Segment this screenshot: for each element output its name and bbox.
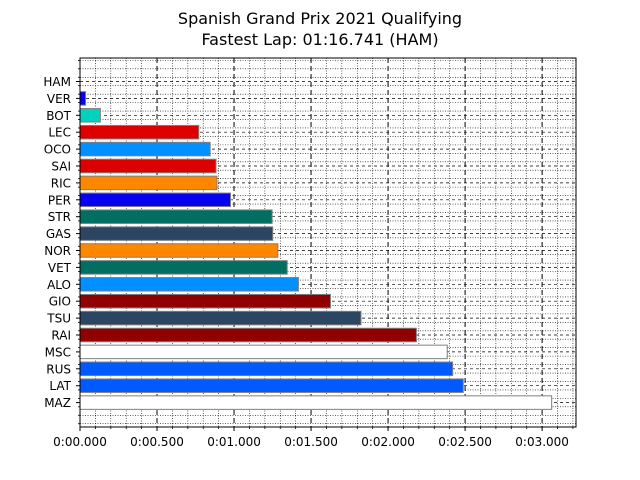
y-tick-label-tsu: TSU: [46, 312, 71, 326]
bar-per: [79, 192, 231, 208]
y-tick-label-gio: GIO: [49, 295, 71, 309]
y-tick-label-vet: VET: [48, 261, 72, 275]
y-tick-label-rai: RAI: [51, 329, 71, 343]
bar-gio: [79, 293, 331, 309]
bar-vet: [79, 260, 288, 275]
bar-sai: [79, 158, 217, 174]
y-tick-label-lat: LAT: [49, 379, 71, 393]
bar-rus: [79, 361, 454, 377]
y-tick-label-msc: MSC: [45, 345, 71, 359]
x-tick-label: 0:02.000: [361, 435, 415, 449]
x-tick-label: 0:01.000: [207, 435, 261, 449]
bar-bot: [79, 108, 101, 123]
bar-ric: [79, 175, 218, 191]
y-tick-label-nor: NOR: [44, 244, 71, 258]
x-tick-label: 0:02.500: [438, 435, 492, 449]
bar-msc: [79, 344, 448, 360]
bar-alo: [79, 277, 299, 292]
y-tick-label-lec: LEC: [48, 126, 71, 140]
chart-subtitle: Fastest Lap: 01:16.741 (HAM): [201, 30, 438, 49]
chart-title: Spanish Grand Prix 2021 Qualifying: [178, 9, 462, 28]
bar-lec: [79, 124, 200, 140]
y-tick-label-ver: VER: [47, 92, 71, 106]
y-tick-label-maz: MAZ: [44, 396, 71, 410]
y-tick-label-ric: RIC: [51, 176, 71, 190]
bar-oco: [79, 141, 211, 157]
y-tick-label-alo: ALO: [47, 278, 71, 292]
y-tick-label-oco: OCO: [44, 143, 71, 157]
y-tick-label-sai: SAI: [51, 160, 71, 174]
y-tick-label-per: PER: [48, 193, 71, 207]
bar-nor: [79, 243, 279, 258]
bar-lat: [79, 378, 464, 393]
axes-frame: [79, 57, 577, 428]
x-tick-label: 0:00.500: [130, 435, 184, 449]
bar-ver: [79, 91, 87, 106]
bar-str: [79, 209, 273, 224]
bar-maz: [79, 395, 553, 410]
x-tick-label: 0:01.500: [284, 435, 338, 449]
y-tick-label-ham: HAM: [43, 75, 71, 89]
plot-area: 0:00.000 0:00.500 0:01.000 0:01.500 0:02.000…: [43, 57, 577, 449]
bar-rai: [79, 327, 417, 343]
x-tick-label: 0:03.000: [515, 435, 569, 449]
y-tick-label-bot: BOT: [46, 109, 71, 123]
x-tick-label: 0:00.000: [53, 435, 107, 449]
y-tick-label-gas: GAS: [46, 227, 71, 241]
bar-gas: [79, 226, 274, 241]
y-tick-label-rus: RUS: [46, 362, 71, 376]
bar-tsu: [79, 310, 362, 326]
y-tick-label-str: STR: [48, 210, 71, 224]
